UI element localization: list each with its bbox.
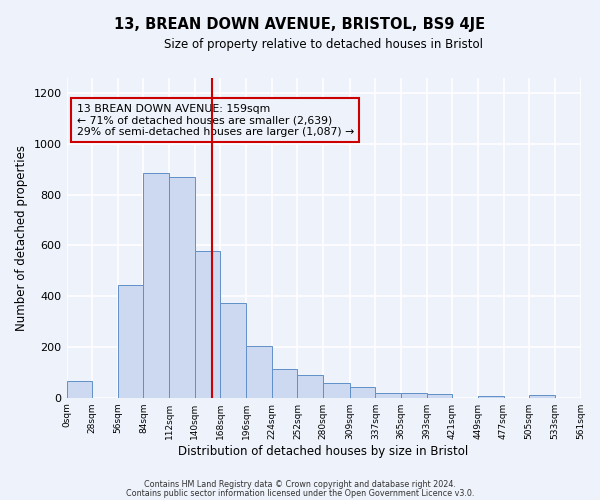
- Bar: [427, 394, 452, 398]
- Bar: [323, 383, 350, 398]
- Bar: [67, 381, 92, 398]
- X-axis label: Distribution of detached houses by size in Bristol: Distribution of detached houses by size …: [178, 444, 469, 458]
- Y-axis label: Number of detached properties: Number of detached properties: [15, 145, 28, 331]
- Bar: [375, 392, 401, 398]
- Bar: [350, 387, 375, 398]
- Bar: [118, 285, 143, 398]
- Text: 13 BREAN DOWN AVENUE: 159sqm
← 71% of detached houses are smaller (2,639)
29% of: 13 BREAN DOWN AVENUE: 159sqm ← 71% of de…: [77, 104, 354, 137]
- Text: Contains public sector information licensed under the Open Government Licence v3: Contains public sector information licen…: [126, 488, 474, 498]
- Text: 13, BREAN DOWN AVENUE, BRISTOL, BS9 4JE: 13, BREAN DOWN AVENUE, BRISTOL, BS9 4JE: [115, 18, 485, 32]
- Bar: [272, 368, 298, 398]
- Bar: [220, 302, 246, 398]
- Bar: [478, 396, 503, 398]
- Bar: [401, 393, 427, 398]
- Bar: [529, 395, 555, 398]
- Bar: [195, 250, 220, 398]
- Bar: [143, 173, 169, 398]
- Bar: [246, 346, 272, 398]
- Bar: [298, 375, 323, 398]
- Text: Contains HM Land Registry data © Crown copyright and database right 2024.: Contains HM Land Registry data © Crown c…: [144, 480, 456, 489]
- Title: Size of property relative to detached houses in Bristol: Size of property relative to detached ho…: [164, 38, 483, 51]
- Bar: [169, 177, 195, 398]
